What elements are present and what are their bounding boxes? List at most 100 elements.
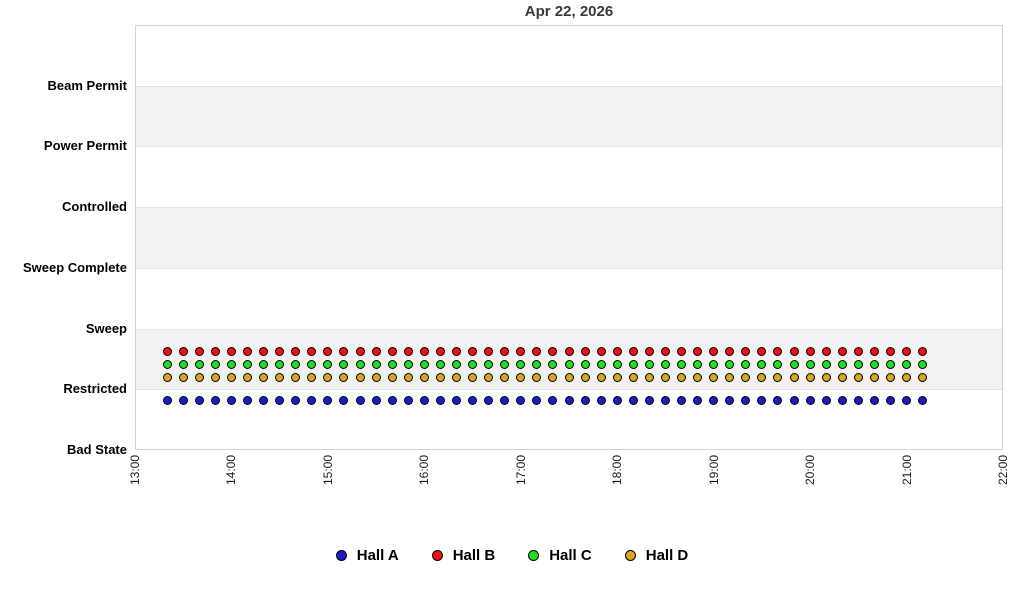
hall-a-marker bbox=[387, 396, 397, 406]
x-tick-21-00: 21:00 bbox=[899, 455, 914, 486]
hall-d-marker bbox=[773, 373, 783, 383]
hall-b-marker bbox=[805, 347, 815, 357]
legend-item-hall-c: Hall C bbox=[528, 547, 592, 564]
legend-label-hall-b: Hall B bbox=[452, 546, 496, 564]
hall-d-marker bbox=[210, 373, 220, 383]
hall-d-marker bbox=[628, 373, 638, 383]
hall-b-marker bbox=[644, 347, 654, 357]
hall-c-marker bbox=[275, 359, 285, 369]
hall-a-marker bbox=[548, 396, 558, 406]
hall-b-marker bbox=[885, 347, 895, 357]
hall-c-marker bbox=[500, 359, 510, 369]
hall-b-marker bbox=[194, 347, 204, 357]
hall-a-marker bbox=[612, 396, 622, 406]
y-label-restricted: Restricted bbox=[63, 381, 127, 397]
hall-c-marker bbox=[677, 359, 687, 369]
hall-b-marker bbox=[307, 347, 317, 357]
hall-d-marker bbox=[564, 373, 574, 383]
plot-area bbox=[135, 25, 1003, 450]
hall-d-marker bbox=[307, 373, 317, 383]
hall-a-marker bbox=[210, 396, 220, 406]
legend-label-hall-d: Hall D bbox=[645, 546, 689, 564]
category-band bbox=[135, 207, 1003, 268]
hall-a-marker bbox=[243, 396, 253, 406]
x-tick-15-00: 15:00 bbox=[320, 455, 335, 486]
x-tick-22-00: 22:00 bbox=[996, 455, 1010, 486]
legend: Hall A Hall B Hall C Hall D bbox=[0, 543, 1024, 567]
hall-a-marker bbox=[178, 396, 188, 406]
category-gridline bbox=[135, 268, 1003, 269]
hall-d-marker bbox=[516, 373, 526, 383]
hall-d-marker bbox=[644, 373, 654, 383]
hall-b-marker bbox=[693, 347, 703, 357]
hall-d-marker bbox=[194, 373, 204, 383]
hall-b-marker bbox=[725, 347, 735, 357]
hall-c-marker bbox=[387, 359, 397, 369]
x-tick-20-00: 20:00 bbox=[803, 455, 818, 486]
hall-a-marker bbox=[902, 396, 912, 406]
hall-b-marker bbox=[902, 347, 912, 357]
legend-dot-hall-c bbox=[528, 549, 540, 561]
hall-b-marker bbox=[821, 347, 831, 357]
legend-dot-hall-a bbox=[335, 549, 347, 561]
hall-d-marker bbox=[387, 373, 397, 383]
hall-a-marker bbox=[484, 396, 494, 406]
hall-d-marker bbox=[869, 373, 879, 383]
hall-a-marker bbox=[725, 396, 735, 406]
hall-b-marker bbox=[403, 347, 413, 357]
hall-d-marker bbox=[902, 373, 912, 383]
hall-d-marker bbox=[596, 373, 606, 383]
hall-b-marker bbox=[709, 347, 719, 357]
hall-b-marker bbox=[837, 347, 847, 357]
category-band bbox=[135, 146, 1003, 208]
hall-d-marker bbox=[837, 373, 847, 383]
hall-d-marker bbox=[918, 373, 928, 383]
x-tick-19-00: 19:00 bbox=[706, 455, 721, 486]
hall-d-marker bbox=[805, 373, 815, 383]
hall-a-marker bbox=[837, 396, 847, 406]
x-tick-13-00: 13:00 bbox=[128, 455, 142, 486]
hall-c-marker bbox=[355, 359, 365, 369]
hall-c-marker bbox=[162, 359, 172, 369]
hall-b-marker bbox=[419, 347, 429, 357]
hall-d-marker bbox=[275, 373, 285, 383]
hall-c-marker bbox=[837, 359, 847, 369]
hall-a-marker bbox=[532, 396, 542, 406]
hall-c-marker bbox=[548, 359, 558, 369]
legend-item-hall-b: Hall B bbox=[431, 546, 496, 564]
hall-a-marker bbox=[580, 396, 590, 406]
x-tick-18-00: 18:00 bbox=[610, 455, 625, 486]
hall-a-marker bbox=[339, 396, 349, 406]
hall-d-marker bbox=[355, 373, 365, 383]
legend-dot-hall-d bbox=[624, 549, 636, 561]
legend-item-hall-a: Hall A bbox=[335, 546, 399, 564]
hall-c-marker bbox=[902, 359, 912, 369]
hall-a-marker bbox=[918, 396, 928, 406]
hall-b-marker bbox=[660, 347, 670, 357]
category-band bbox=[135, 25, 1003, 86]
hall-d-marker bbox=[259, 373, 269, 383]
hall-d-marker bbox=[403, 373, 413, 383]
hall-a-marker bbox=[291, 396, 301, 406]
hall-a-marker bbox=[789, 396, 799, 406]
legend-label-hall-a: Hall A bbox=[356, 546, 399, 564]
y-label-bad-state: Bad State bbox=[67, 442, 127, 457]
hall-d-marker bbox=[500, 373, 510, 383]
hall-c-marker bbox=[660, 359, 670, 369]
hall-c-marker bbox=[644, 359, 654, 369]
hall-a-marker bbox=[757, 396, 767, 406]
category-gridline bbox=[135, 207, 1003, 208]
hall-b-marker bbox=[548, 347, 558, 357]
hall-c-marker bbox=[516, 359, 526, 369]
hall-d-marker bbox=[612, 373, 622, 383]
hall-c-marker bbox=[532, 359, 542, 369]
hall-b-marker bbox=[259, 347, 269, 357]
hall-b-marker bbox=[612, 347, 622, 357]
hall-d-marker bbox=[548, 373, 558, 383]
hall-c-marker bbox=[403, 359, 413, 369]
hall-b-marker bbox=[387, 347, 397, 357]
category-gridline bbox=[135, 389, 1003, 390]
y-label-controlled: Controlled bbox=[62, 199, 127, 215]
hall-b-marker bbox=[500, 347, 510, 357]
hall-b-marker bbox=[371, 347, 381, 357]
